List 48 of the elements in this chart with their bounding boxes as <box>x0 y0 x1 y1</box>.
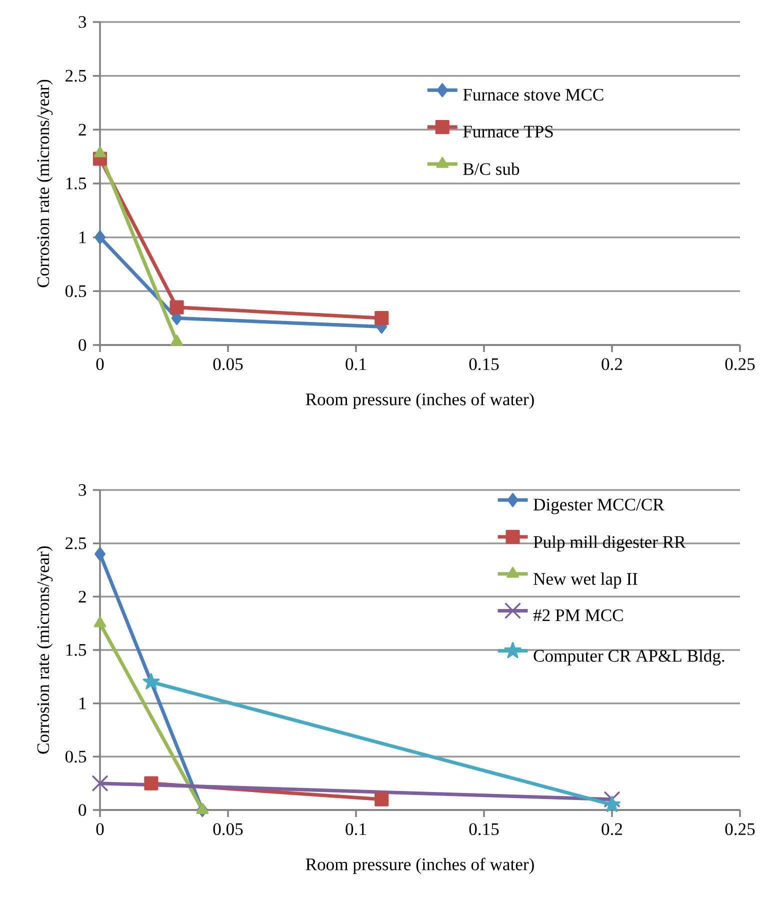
x-tick-label: 0.15 <box>469 358 499 370</box>
y-tick-label: 1 <box>80 232 86 244</box>
x-tick-label: 0.1 <box>346 823 366 836</box>
x-tick-label: 0.05 <box>213 823 243 836</box>
y-tick-label: 1 <box>80 698 86 710</box>
y-tick-label: 0.5 <box>66 750 86 763</box>
y-tick-label: 0 <box>78 339 86 351</box>
x-axis-title: Room pressure (inches of water) <box>306 392 534 409</box>
point <box>92 774 108 792</box>
legend-label: Furnace stove MCC <box>463 88 604 101</box>
point <box>604 790 620 808</box>
y-tick-label: 3 <box>78 16 86 28</box>
point <box>94 230 106 244</box>
point <box>604 796 621 812</box>
x-tick-label: 0 <box>96 823 104 836</box>
legend-label: #2 PM MCC <box>533 609 623 622</box>
x-axis-title: Room pressure (inches of water) <box>306 858 534 874</box>
x-tick-label: 0.2 <box>602 358 622 370</box>
y-axis-title: Corrosion rate (microns/year) <box>36 80 53 288</box>
x-tick-label: 0.2 <box>602 823 622 836</box>
x-tick-label: 0.15 <box>469 823 499 836</box>
y-tick-label: 0 <box>78 804 86 816</box>
legend-label: Computer CR AP&L Bldg. <box>534 649 724 666</box>
x-tick-label: 0.05 <box>213 358 243 370</box>
y-tick-label: 1.5 <box>66 178 86 190</box>
point <box>374 311 389 326</box>
point <box>374 792 389 806</box>
y-tick-label: 3 <box>78 484 86 496</box>
x-tick-label: 0.25 <box>725 823 755 836</box>
y-tick-label: 2 <box>78 124 86 136</box>
y-tick-label: 2.5 <box>66 537 86 550</box>
x-tick-label: 0 <box>96 358 104 370</box>
legend-label: B/C sub <box>463 162 520 176</box>
legend-label: New wet lap II <box>534 572 638 588</box>
point <box>142 673 160 690</box>
legend-label: Pulp mill digester RR <box>534 536 686 552</box>
y-tick-label: 2 <box>78 590 86 602</box>
legend-label: Furnace TPS <box>463 126 553 138</box>
point <box>170 300 184 314</box>
x-tick-label: 0.1 <box>346 358 366 370</box>
y-tick-label: 1.5 <box>66 644 86 656</box>
y-tick-label: 2.5 <box>66 70 86 82</box>
y-tick-label: 0.5 <box>66 285 86 298</box>
legend-label: Digester MCC/CR <box>534 498 664 514</box>
point <box>144 776 158 790</box>
point <box>94 546 106 562</box>
x-tick-label: 0.25 <box>725 358 755 370</box>
y-axis-title: Corrosion rate (microns/year) <box>36 546 53 754</box>
